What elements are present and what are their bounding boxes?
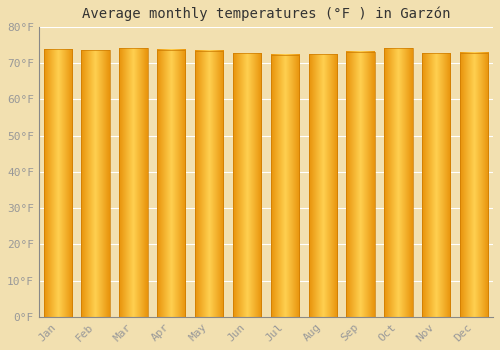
Bar (308, 54, 337, 317)
Bar (270, 55, 299, 317)
Bar (119, 48, 148, 317)
Title: Average monthly temperatures (°F ) in Garzón: Average monthly temperatures (°F ) in Ga… (82, 7, 450, 21)
Bar (460, 52, 488, 317)
Bar (157, 50, 186, 317)
Bar (422, 53, 450, 317)
Bar (233, 53, 261, 317)
Bar (384, 48, 412, 317)
Bar (195, 51, 224, 317)
Bar (44, 49, 72, 317)
Bar (82, 50, 110, 317)
Bar (346, 52, 375, 317)
